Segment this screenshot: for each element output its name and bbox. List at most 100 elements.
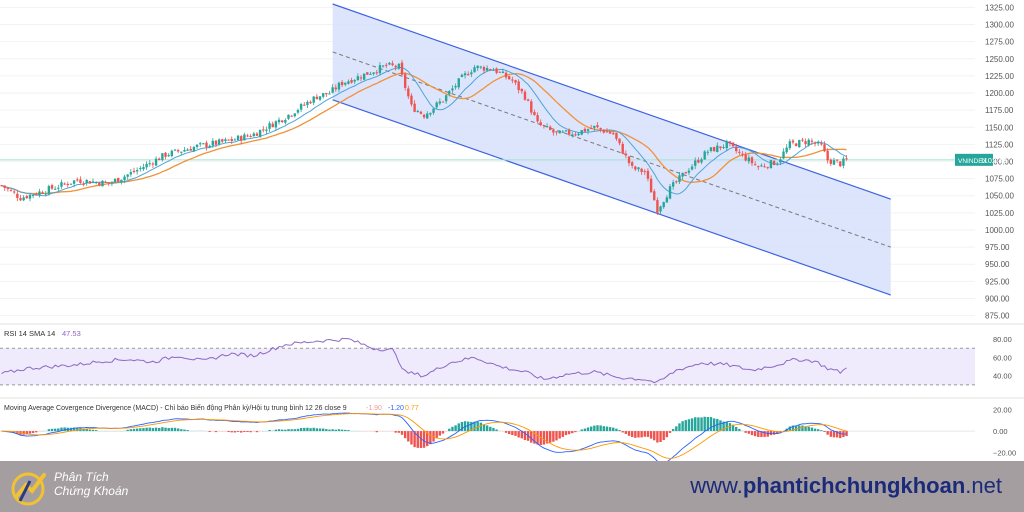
- website-link[interactable]: www.phantichchungkhoan.net: [690, 473, 1002, 499]
- candle: [432, 108, 435, 115]
- candle: [347, 79, 350, 85]
- candle-body: [448, 91, 451, 95]
- macd-histogram-bar: [135, 428, 139, 432]
- candle: [492, 67, 495, 71]
- candle: [426, 111, 429, 120]
- candle-body: [722, 147, 725, 149]
- candle-body: [227, 139, 230, 141]
- candle-body: [640, 168, 643, 172]
- candle-body: [804, 141, 807, 145]
- macd-histogram-bar: [536, 431, 539, 445]
- candle-body: [659, 206, 662, 212]
- y-tick-label: 1275.00: [985, 38, 1014, 47]
- candle: [653, 189, 656, 201]
- candle: [91, 178, 95, 184]
- macd-histogram-bar: [154, 427, 158, 432]
- candle-body: [826, 150, 829, 161]
- candle: [457, 78, 460, 90]
- candle: [6, 187, 10, 192]
- macd-histogram-bar: [618, 430, 621, 432]
- candle-body: [12, 191, 16, 193]
- candle: [85, 179, 88, 186]
- macd-histogram-bar: [60, 427, 63, 432]
- candle-body: [221, 139, 224, 142]
- brand-line-2: Chứng Khoán: [54, 484, 129, 498]
- moving-average-fast: [1, 66, 847, 197]
- candle: [552, 128, 555, 136]
- candle: [640, 167, 643, 175]
- macd-histogram-bar: [369, 431, 372, 432]
- brand-logo-icon: [11, 472, 46, 506]
- macd-histogram-bar: [359, 431, 363, 432]
- candle: [397, 62, 401, 70]
- candle: [722, 144, 725, 150]
- macd-histogram-bar: [375, 431, 378, 433]
- candle-body: [788, 141, 792, 149]
- macd-histogram-bar: [804, 426, 807, 432]
- candle: [183, 146, 186, 152]
- macd-histogram-bar: [552, 431, 555, 442]
- macd-histogram-bar: [567, 431, 571, 435]
- candle: [82, 181, 85, 187]
- candle: [545, 123, 549, 128]
- candle: [199, 141, 202, 147]
- candle: [835, 159, 839, 163]
- candle-body: [542, 124, 546, 126]
- candle-body: [451, 88, 454, 91]
- macd-histogram-bar: [586, 427, 590, 432]
- candle-body: [665, 197, 669, 203]
- candle: [422, 113, 426, 120]
- candle-body: [369, 73, 372, 75]
- candle: [369, 71, 372, 75]
- candle-body: [189, 148, 192, 151]
- candle-body: [489, 69, 492, 71]
- moving-average-slow: [1, 72, 847, 195]
- candle-body: [145, 163, 148, 168]
- candle: [16, 190, 19, 202]
- candle-body: [331, 87, 334, 93]
- candle-body: [3, 185, 6, 188]
- candle: [700, 157, 703, 165]
- macd-value-1: -1.90: [366, 405, 382, 412]
- macd-histogram-bar: [728, 423, 732, 432]
- candle: [356, 73, 360, 81]
- candle-body: [101, 180, 104, 187]
- macd-histogram-bar: [296, 428, 300, 432]
- brand-name: Phân Tích Chứng Khoán: [54, 470, 128, 498]
- rsi-line: [1, 337, 847, 384]
- footer-banner: Phân Tích Chứng Khoán www.phantichchungk…: [0, 461, 1024, 512]
- candle-body: [794, 143, 798, 147]
- macd-histogram-bar: [249, 431, 252, 433]
- macd-histogram-bar: [236, 431, 240, 432]
- candle: [794, 142, 798, 147]
- macd-histogram-bar: [791, 425, 795, 432]
- macd-histogram-bar: [145, 427, 148, 432]
- candle-body: [501, 71, 505, 73]
- candle-body: [186, 149, 189, 151]
- candle: [690, 163, 694, 171]
- macd-histogram-bar: [277, 429, 281, 432]
- macd-histogram-bar: [98, 430, 101, 432]
- candle-body: [596, 125, 599, 128]
- candle-body: [750, 157, 754, 164]
- macd-histogram-bar: [627, 431, 631, 436]
- candle: [463, 70, 467, 79]
- candle: [489, 68, 492, 71]
- candle-body: [782, 151, 785, 159]
- candle-body: [120, 179, 123, 183]
- candle: [514, 79, 517, 86]
- macd-histogram-bar: [91, 429, 95, 432]
- candle-body: [16, 193, 19, 198]
- macd-histogram-bar: [583, 428, 587, 432]
- macd-histogram-bar: [555, 431, 558, 441]
- macd-histogram-bar: [577, 431, 580, 432]
- macd-tick-label: 0.00: [993, 427, 1008, 436]
- macd-histogram-bar: [675, 426, 678, 432]
- candle: [473, 64, 476, 73]
- y-tick-label: 975.00: [985, 243, 1010, 252]
- macd-histogram-bar: [637, 431, 640, 438]
- candle-body: [167, 155, 170, 157]
- candle-body: [457, 78, 460, 88]
- candle: [331, 84, 334, 94]
- candle-body: [385, 64, 388, 66]
